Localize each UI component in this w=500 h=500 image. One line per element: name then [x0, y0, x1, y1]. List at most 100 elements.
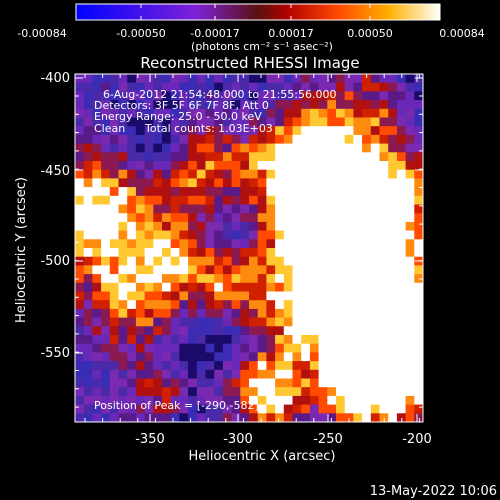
image-pixel [353, 256, 363, 266]
image-pixel [118, 126, 128, 136]
x-tick-label: -300 [223, 432, 253, 447]
image-pixel [414, 404, 423, 414]
image-pixel [144, 152, 154, 162]
image-pixel [309, 126, 319, 136]
image-pixel [405, 74, 415, 84]
image-pixel [344, 195, 354, 205]
image-pixel [205, 395, 215, 405]
image-pixel [135, 265, 145, 275]
image-pixel [379, 404, 389, 414]
image-pixel [101, 361, 111, 371]
image-pixel [362, 335, 372, 345]
image-pixel [266, 221, 276, 231]
image-pixel [266, 91, 276, 101]
image-pixel [135, 91, 145, 101]
image-pixel [127, 300, 137, 310]
image-pixel [283, 213, 293, 223]
image-pixel [275, 369, 285, 379]
image-pixel [188, 317, 198, 327]
image-pixel [179, 221, 189, 231]
image-pixel [153, 343, 163, 353]
image-pixel [249, 187, 259, 197]
image-pixel [188, 230, 198, 240]
image-pixel [336, 326, 346, 336]
image-pixel [327, 195, 337, 205]
image-pixel [275, 387, 285, 397]
image-pixel [370, 126, 380, 136]
image-pixel [275, 213, 285, 223]
image-pixel [118, 326, 128, 336]
image-pixel [109, 361, 119, 371]
image-pixel [179, 91, 189, 101]
image-pixel [249, 100, 259, 110]
image-pixel [362, 91, 372, 101]
image-pixel [179, 395, 189, 405]
image-pixel [362, 134, 372, 144]
image-pixel [222, 108, 232, 118]
image-pixel [231, 169, 241, 179]
image-pixel [83, 221, 93, 231]
image-pixel [92, 82, 102, 92]
image-pixel [83, 204, 93, 214]
image-pixel [231, 361, 241, 371]
image-pixel [414, 187, 423, 197]
image-pixel [162, 152, 172, 162]
image-pixel [327, 108, 337, 118]
image-pixel [327, 335, 337, 345]
image-pixel [327, 387, 337, 397]
image-pixel [153, 187, 163, 197]
image-pixel [362, 195, 372, 205]
image-pixel [118, 213, 128, 223]
image-pixel [257, 74, 267, 84]
image-pixel [362, 282, 372, 292]
image-pixel [388, 74, 398, 84]
image-pixel [405, 300, 415, 310]
image-pixel [414, 178, 423, 188]
image-pixel [118, 230, 128, 240]
image-pixel [101, 239, 111, 249]
image-pixel [75, 282, 85, 292]
image-pixel [327, 213, 337, 223]
image-pixel [162, 213, 172, 223]
image-pixel [318, 395, 328, 405]
image-pixel [318, 308, 328, 318]
y-tick-label: -550 [40, 346, 70, 361]
image-pixel [83, 82, 93, 92]
time-range-text: 6-Aug-2012 21:54:48.000 to 21:55:56.000 [103, 88, 337, 101]
image-pixel [118, 361, 128, 371]
image-pixel [379, 395, 389, 405]
image-pixel [266, 213, 276, 223]
image-pixel [162, 230, 172, 240]
image-pixel [275, 352, 285, 362]
image-pixel [388, 134, 398, 144]
image-pixel [353, 387, 363, 397]
image-pixel [188, 178, 198, 188]
image-pixel [222, 221, 232, 231]
image-pixel [414, 361, 423, 371]
image-pixel [318, 204, 328, 214]
image-pixel [353, 91, 363, 101]
image-pixel [362, 308, 372, 318]
image-pixel [249, 169, 259, 179]
image-pixel [353, 248, 363, 258]
image-pixel [301, 152, 311, 162]
image-pixel [75, 204, 85, 214]
image-pixel [196, 143, 206, 153]
colorbar-tick-label: 0.00017 [268, 27, 314, 40]
image-pixel [162, 187, 172, 197]
image-pixel [127, 308, 137, 318]
image-pixel [292, 361, 302, 371]
image-pixel [153, 134, 163, 144]
image-pixel [249, 230, 259, 240]
image-pixel [109, 195, 119, 205]
image-pixel [179, 248, 189, 258]
image-pixel [318, 404, 328, 414]
image-pixel [301, 143, 311, 153]
image-pixel [118, 134, 128, 144]
image-pixel [414, 248, 423, 258]
image-pixel [249, 221, 259, 231]
image-pixel [249, 239, 259, 249]
image-pixel [414, 326, 423, 336]
image-pixel [214, 378, 224, 388]
image-pixel [301, 230, 311, 240]
